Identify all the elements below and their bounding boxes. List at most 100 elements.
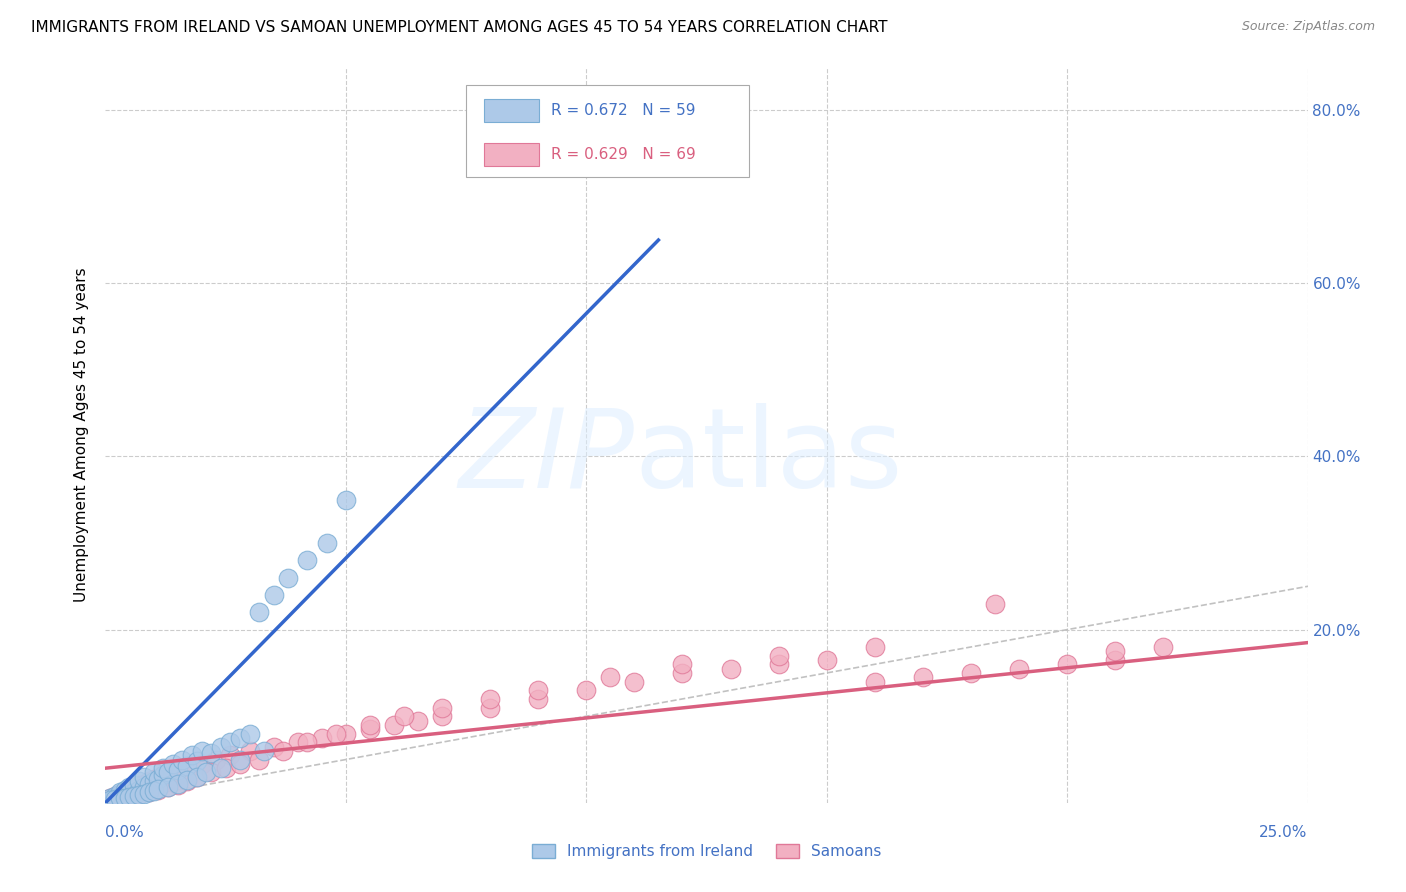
Point xyxy=(124,789,146,803)
Point xyxy=(108,787,131,801)
Point xyxy=(142,765,165,780)
Point xyxy=(152,770,174,784)
Text: ZIP: ZIP xyxy=(458,403,634,510)
Point xyxy=(984,597,1007,611)
Point xyxy=(263,588,285,602)
Point xyxy=(768,648,790,663)
Point xyxy=(152,768,174,782)
Point xyxy=(311,731,333,745)
Point xyxy=(209,739,232,754)
Point xyxy=(104,790,127,805)
Point xyxy=(209,761,232,775)
Point xyxy=(229,756,252,771)
Point xyxy=(128,782,150,797)
Point xyxy=(128,788,150,802)
Point xyxy=(527,683,550,698)
Point xyxy=(863,640,886,654)
Point xyxy=(229,752,252,766)
Point xyxy=(335,726,357,740)
Point xyxy=(132,777,155,791)
Text: Source: ZipAtlas.com: Source: ZipAtlas.com xyxy=(1241,20,1375,33)
Point xyxy=(960,665,983,680)
Point xyxy=(815,653,838,667)
Point xyxy=(200,746,222,760)
Point xyxy=(152,761,174,775)
Point xyxy=(200,765,222,780)
Point xyxy=(671,665,693,680)
Point xyxy=(142,774,165,789)
Point xyxy=(162,765,184,780)
Point xyxy=(156,780,179,795)
Point xyxy=(138,785,160,799)
Point xyxy=(219,735,242,749)
Point xyxy=(335,492,357,507)
Point xyxy=(247,752,270,766)
Point xyxy=(138,777,160,791)
Point xyxy=(142,783,165,797)
Point xyxy=(148,781,170,796)
Point xyxy=(479,692,502,706)
Point xyxy=(297,553,319,567)
Point xyxy=(181,748,204,763)
Point xyxy=(148,772,170,786)
Point xyxy=(239,726,262,740)
Point xyxy=(124,779,146,793)
Point xyxy=(104,792,127,806)
Point xyxy=(166,777,188,791)
Point xyxy=(1008,662,1031,676)
Point xyxy=(124,780,146,795)
Point xyxy=(142,772,165,786)
Point xyxy=(623,674,645,689)
Point xyxy=(118,789,141,804)
Point xyxy=(190,756,212,771)
Point xyxy=(108,787,131,801)
Point xyxy=(104,789,127,803)
Point xyxy=(315,536,337,550)
Point xyxy=(325,726,347,740)
Point xyxy=(108,791,131,805)
Point xyxy=(118,782,141,797)
Point xyxy=(219,748,242,763)
Point xyxy=(108,791,131,805)
Text: R = 0.629   N = 69: R = 0.629 N = 69 xyxy=(551,147,696,162)
Text: 0.0%: 0.0% xyxy=(105,825,145,840)
Text: R = 0.672   N = 59: R = 0.672 N = 59 xyxy=(551,103,696,118)
Point xyxy=(273,744,295,758)
FancyBboxPatch shape xyxy=(484,143,540,166)
Point xyxy=(98,793,121,807)
Point xyxy=(156,780,179,795)
Point xyxy=(128,779,150,793)
Point xyxy=(287,735,309,749)
Point xyxy=(575,683,598,698)
Point xyxy=(527,692,550,706)
Point xyxy=(98,791,121,805)
Point xyxy=(118,789,141,803)
Point xyxy=(108,785,131,799)
Point xyxy=(430,700,453,714)
Point xyxy=(1152,640,1174,654)
Point xyxy=(247,605,270,619)
Text: 25.0%: 25.0% xyxy=(1260,825,1308,840)
Point xyxy=(104,793,127,807)
Point xyxy=(671,657,693,672)
Point xyxy=(162,756,184,771)
FancyBboxPatch shape xyxy=(484,98,540,122)
Point xyxy=(114,789,136,803)
Point xyxy=(132,780,155,795)
Point xyxy=(148,782,170,797)
Point xyxy=(263,739,285,754)
Point xyxy=(114,790,136,805)
Point xyxy=(176,759,198,773)
Point xyxy=(277,571,299,585)
Point xyxy=(118,787,141,801)
Point xyxy=(479,700,502,714)
Point xyxy=(132,770,155,784)
Point xyxy=(599,670,621,684)
Text: atlas: atlas xyxy=(634,403,903,510)
Point xyxy=(768,657,790,672)
Point xyxy=(297,735,319,749)
Point xyxy=(186,770,208,784)
Point xyxy=(166,763,188,777)
Point xyxy=(98,791,121,805)
Point xyxy=(132,787,155,801)
